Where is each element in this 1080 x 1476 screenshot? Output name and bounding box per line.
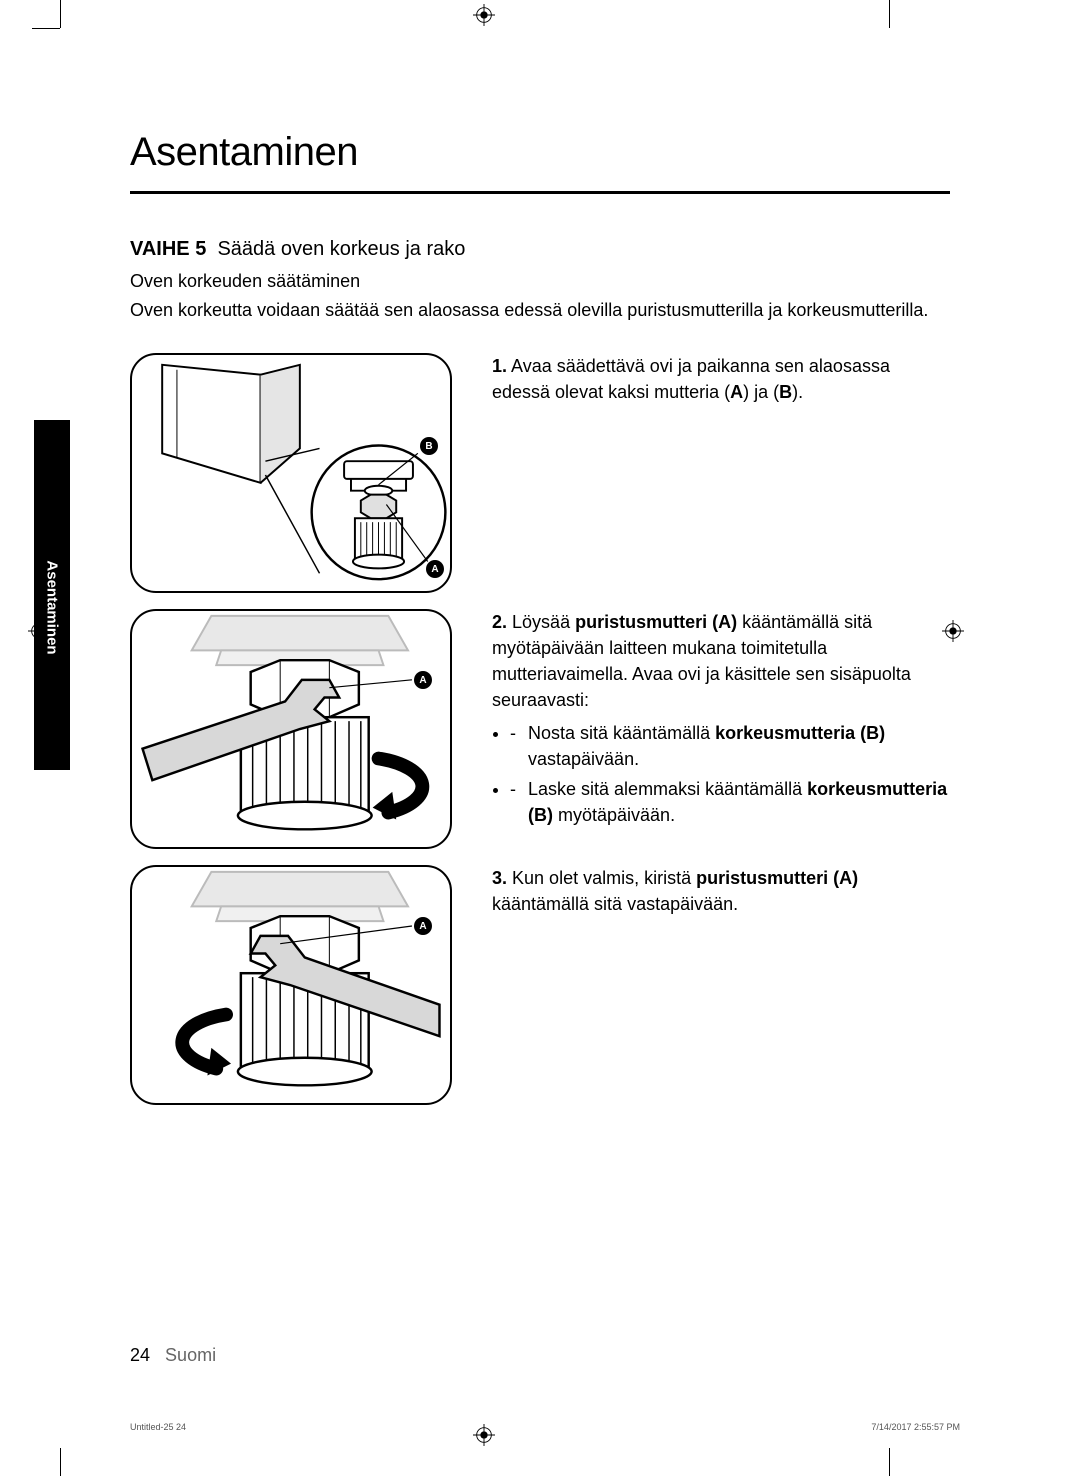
step-title: Säädä oven korkeus ja rako xyxy=(217,238,465,260)
section-tab-label: Asentaminen xyxy=(44,560,61,654)
crop-mark xyxy=(60,1448,61,1476)
imprint-filename: Untitled-25 24 xyxy=(130,1422,186,1432)
crop-mark xyxy=(889,0,890,28)
crop-mark xyxy=(889,1448,890,1476)
imprint-timestamp: 7/14/2017 2:55:57 PM xyxy=(871,1422,960,1432)
page-number: 24 xyxy=(130,1345,150,1365)
step-2-bullets: Nosta sitä kääntämällä korkeusmutteria (… xyxy=(510,720,950,828)
section-tab: Asentaminen xyxy=(34,420,70,770)
list-item: Nosta sitä kääntämällä korkeusmutteria (… xyxy=(510,720,950,772)
step-row-3: A 3. Kun olet valmis, kiristä puristusmu… xyxy=(130,865,950,1105)
registration-mark-icon xyxy=(473,4,495,26)
list-item: Laske sitä alemmaksi kääntämällä korkeus… xyxy=(510,776,950,828)
language-label: Suomi xyxy=(165,1345,216,1365)
figure-1: B A xyxy=(130,353,452,593)
figure-2: A xyxy=(130,609,452,849)
step-3-text: 3. Kun olet valmis, kiristä puristusmutt… xyxy=(492,865,950,917)
intro-text: Oven korkeutta voidaan säätää sen alaosa… xyxy=(130,298,950,323)
step-2-text: 2. Löysää puristusmutteri (A) kääntämäll… xyxy=(492,609,950,832)
page-content: Asentaminen VAIHE 5 Säädä oven korkeus j… xyxy=(130,130,950,1330)
crop-mark xyxy=(32,28,60,29)
registration-mark-icon xyxy=(473,1424,495,1446)
title-divider xyxy=(130,191,950,194)
page-footer: 24 Suomi xyxy=(130,1345,216,1366)
figure-3: A xyxy=(130,865,452,1105)
page-title: Asentaminen xyxy=(130,130,950,175)
step-row-2: A 2. Löysää puristusmutteri (A) kääntämä… xyxy=(130,609,950,849)
step-heading: VAIHE 5 Säädä oven korkeus ja rako xyxy=(130,238,950,261)
step-1-text: 1. Avaa säädettävä ovi ja paikanna sen a… xyxy=(492,353,950,405)
crop-mark xyxy=(60,0,61,28)
step-label: VAIHE 5 xyxy=(130,238,206,260)
subheading: Oven korkeuden säätäminen xyxy=(130,271,950,292)
step-row-1: B A 1. Avaa säädettävä ovi ja paikanna s… xyxy=(130,353,950,593)
